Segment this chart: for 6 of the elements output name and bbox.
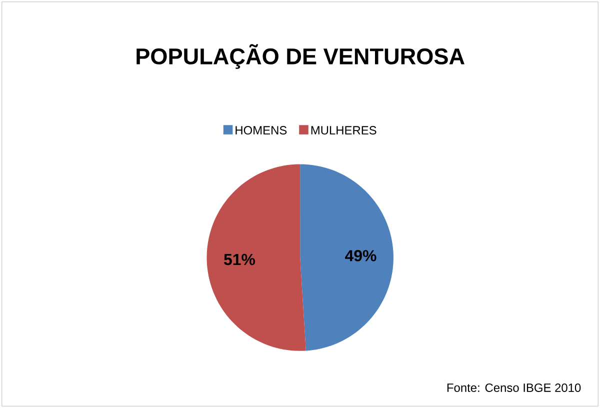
data-label: 51%	[224, 254, 255, 266]
legend-label: HOMENS	[236, 126, 287, 135]
source-note: Fonte: Censo IBGE 2010	[447, 384, 581, 392]
legend-label: MULHERES	[311, 126, 376, 135]
data-label: 49%	[345, 250, 376, 262]
chart-title: POPULAÇÃO DE VENTUROSA	[136, 44, 464, 69]
